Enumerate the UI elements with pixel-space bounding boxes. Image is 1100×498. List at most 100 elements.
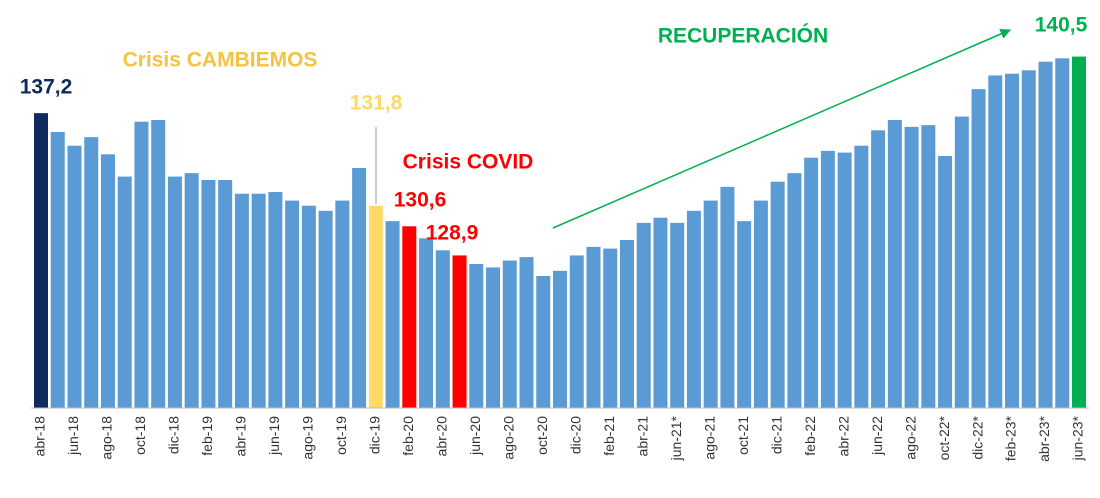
x-tick-label: abr-23*: [1036, 415, 1052, 461]
bar: [117, 176, 132, 408]
bar: [1038, 61, 1053, 408]
x-tick-label: oct-19: [333, 416, 349, 455]
bar: [285, 200, 300, 408]
bar: [218, 180, 233, 408]
bar: [67, 145, 82, 408]
bar: [151, 120, 166, 408]
bar: [318, 210, 333, 408]
x-tick-label: jun-20: [467, 416, 483, 456]
annotation: RECUPERACIÓN: [658, 24, 828, 48]
x-tick-label: feb-23*: [1003, 415, 1019, 461]
x-tick-label: oct-18: [132, 416, 148, 455]
x-tick-label: dic-20: [567, 416, 583, 454]
bar: [1055, 58, 1070, 409]
bar: [419, 238, 434, 408]
bar: [703, 200, 718, 408]
bar: [167, 176, 182, 408]
x-tick-label: abr-18: [32, 416, 48, 457]
bar: [553, 270, 567, 408]
value-label: 128,9: [426, 222, 479, 245]
annotation: Crisis COVID: [403, 151, 534, 174]
bar: [1021, 70, 1036, 409]
bar: [452, 255, 467, 408]
bar: [134, 121, 149, 408]
x-tick-label: dic-22*: [969, 415, 985, 459]
bar: [502, 260, 517, 408]
bar: [787, 173, 802, 408]
x-tick-label: ago-21: [701, 416, 717, 460]
bar: [636, 222, 651, 408]
bar: [854, 145, 869, 408]
bar: [820, 150, 835, 408]
bar: [1072, 56, 1086, 408]
bar: [603, 248, 618, 408]
bar: [385, 221, 400, 408]
bar: [435, 250, 450, 408]
bar: [402, 226, 417, 408]
bar: [871, 130, 886, 409]
bar: [653, 217, 668, 408]
x-tick-label: jun-21*: [668, 415, 684, 461]
x-tick-label: abr-21: [634, 416, 650, 457]
bar: [1005, 73, 1020, 408]
x-tick-label: feb-19: [199, 416, 215, 456]
bar: [737, 221, 752, 408]
bar: [804, 157, 819, 408]
x-tick-label: jun-22: [869, 416, 885, 456]
x-tick-label: ago-20: [500, 416, 516, 460]
bar: [837, 152, 852, 408]
x-tick-label: jun-19: [266, 416, 282, 456]
bar: [34, 113, 48, 409]
bar: [251, 193, 266, 408]
x-tick-label: dic-21: [768, 416, 784, 454]
bar: [352, 168, 367, 408]
bar: [335, 200, 350, 408]
bar: [569, 255, 584, 408]
bar: [971, 89, 986, 409]
bar: [954, 116, 969, 409]
bar: [904, 126, 919, 408]
x-tick-label: abr-20: [434, 416, 450, 457]
annotation: Crisis CAMBIEMOS: [123, 49, 318, 72]
bar: [268, 192, 283, 408]
x-tick-label: feb-21: [601, 416, 617, 456]
x-tick-label: oct-20: [534, 416, 550, 455]
x-tick-label: ago-22: [902, 416, 918, 460]
bar: [469, 264, 484, 408]
bar: [519, 257, 534, 408]
bar: [50, 132, 65, 408]
bar: [988, 75, 1003, 408]
value-label: 137,2: [20, 76, 73, 99]
bar: [368, 205, 383, 408]
bar: [921, 125, 936, 409]
value-label: 131,8: [350, 92, 403, 115]
bar: [938, 156, 953, 408]
x-tick-label: feb-20: [400, 416, 416, 456]
bar: [670, 222, 685, 408]
x-tick-label: oct-21: [735, 416, 751, 455]
x-tick-label: abr-19: [233, 416, 249, 457]
bar: [887, 120, 902, 408]
x-tick-label: ago-19: [300, 416, 316, 460]
bar: [753, 200, 768, 408]
x-tick-label: jun-23*: [1070, 415, 1086, 461]
bar: [184, 173, 199, 408]
value-label: 140,5: [1035, 14, 1088, 37]
x-tick-label: feb-22: [802, 416, 818, 456]
x-tick-label: oct-22*: [936, 415, 952, 460]
bar: [201, 180, 216, 408]
bar: [770, 181, 785, 408]
x-tick-label: abr-22: [835, 416, 851, 457]
bar: [486, 267, 501, 408]
bar: [100, 154, 115, 408]
bar: [619, 240, 634, 408]
trend-arrow: [552, 28, 1011, 229]
bar: [301, 205, 316, 408]
x-tick-label: dic-18: [166, 416, 182, 454]
bar: [720, 186, 735, 408]
bar: [586, 246, 601, 408]
bar: [84, 137, 99, 408]
bar: [234, 193, 249, 408]
x-tick-label: ago-18: [99, 416, 115, 460]
